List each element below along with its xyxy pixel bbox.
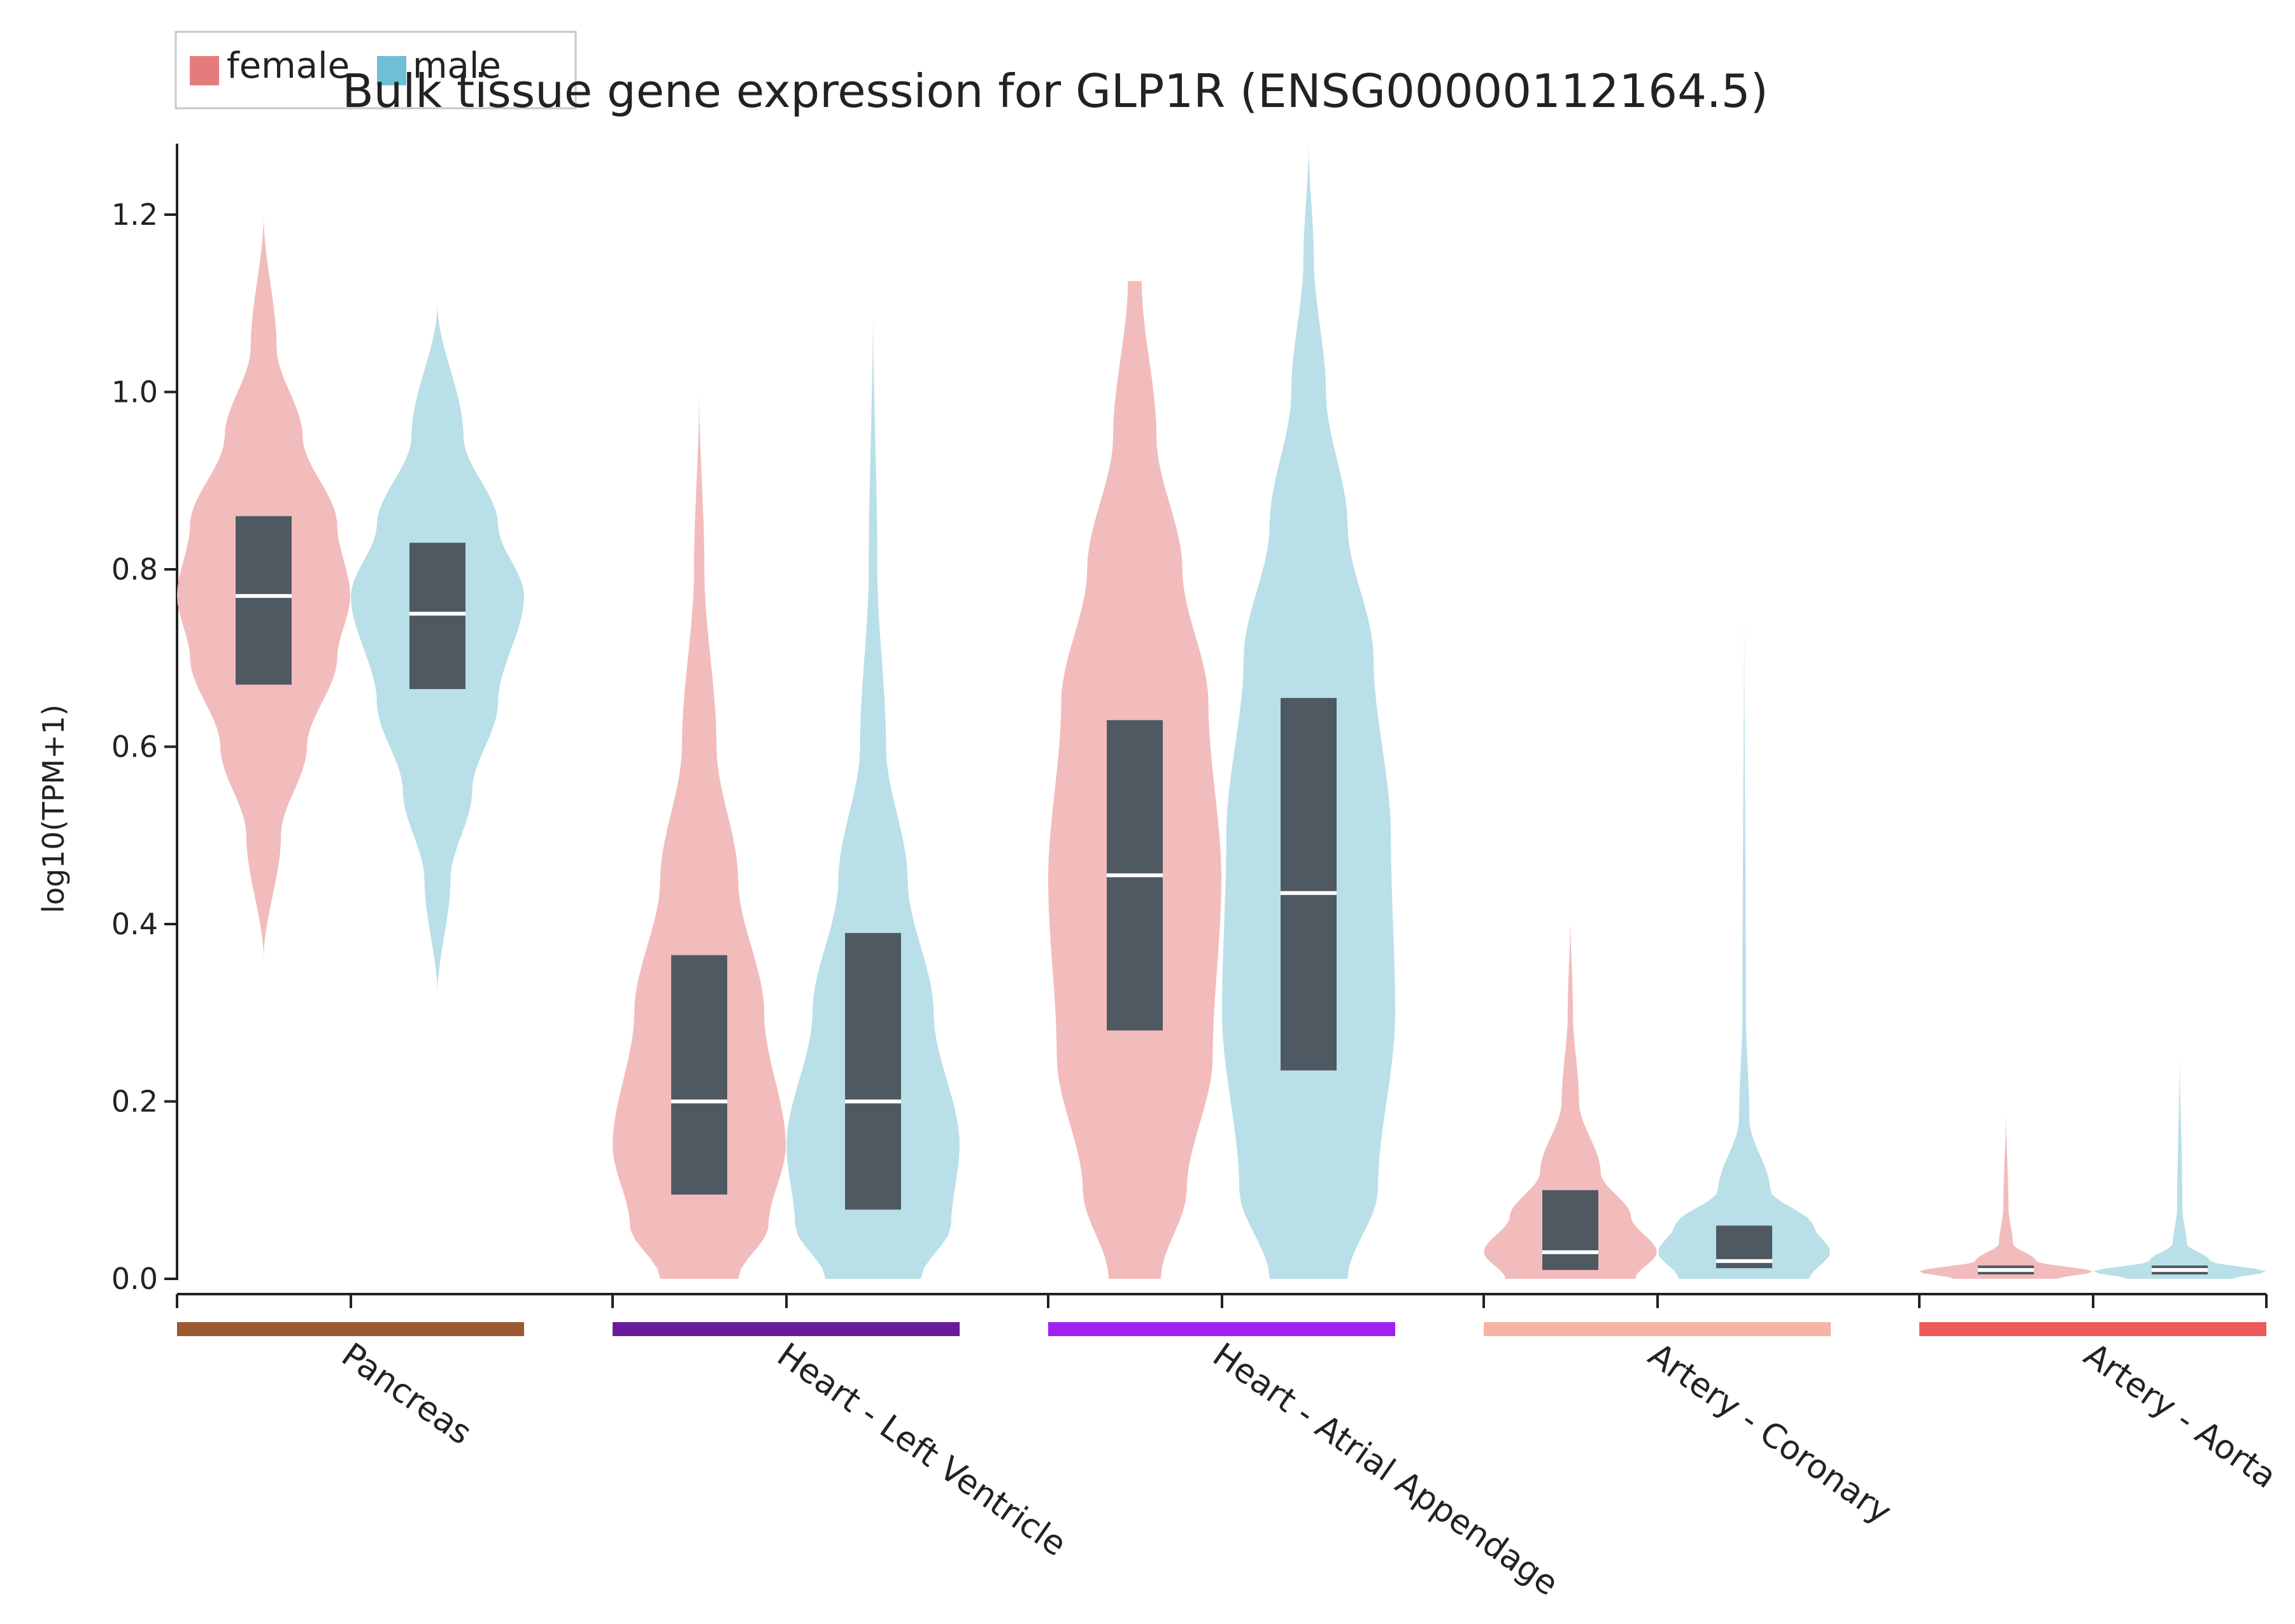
legend-label-male: male <box>413 45 501 87</box>
chart-title: Bulk tissue gene expression for GLP1R (E… <box>342 64 1768 118</box>
violin-female <box>1919 1110 2092 1279</box>
x-tick-label: Heart - Atrial Appendage <box>1206 1336 1565 1603</box>
y-tick-label: 0.2 <box>111 1085 158 1119</box>
legend: female male <box>174 31 577 110</box>
x-tick-label: Artery - Aorta <box>2077 1336 2284 1496</box>
violin-group <box>1048 143 1395 1279</box>
x-tick-label: Pancreas <box>335 1336 479 1452</box>
box-male <box>845 932 901 1210</box>
violin-male <box>2093 1048 2266 1279</box>
legend-swatch-male <box>377 56 406 85</box>
box-female <box>1542 1190 1598 1271</box>
y-tick-label: 1.0 <box>111 375 158 410</box>
x-tick-label: Heart - Left Ventricle <box>771 1336 1074 1563</box>
legend-swatch-female <box>190 56 219 85</box>
y-tick-label: 0.6 <box>111 730 158 764</box>
tissue-color-bar <box>1484 1322 1831 1336</box>
violin-group <box>177 215 524 995</box>
violin-male <box>1658 587 1830 1279</box>
box-female <box>671 955 727 1195</box>
legend-label-female: female <box>227 45 350 87</box>
violin-group <box>613 303 960 1279</box>
y-tick-label: 0.0 <box>111 1262 158 1296</box>
violin-female <box>613 392 786 1279</box>
violin-group <box>1484 587 1830 1279</box>
x-axis: Pancreas Heart - Left Ventricle Heart - At… <box>176 1293 2284 1604</box>
box-female <box>236 516 292 685</box>
box-male <box>409 543 465 689</box>
violin-female <box>1484 915 1657 1279</box>
legend-box <box>174 31 577 110</box>
tissue-color-bar <box>1048 1322 1395 1336</box>
y-tick-label: 0.8 <box>111 552 158 587</box>
y-axis-label: log10(TPM+1) <box>36 704 71 913</box>
x-tick-label: Artery - Coronary <box>1642 1336 1898 1532</box>
y-axis: 0.0 0.2 0.4 0.6 0.8 1.0 1.2 <box>111 143 178 1296</box>
tissue-color-bar <box>177 1322 524 1336</box>
y-tick-label: 0.4 <box>111 907 158 941</box>
tissue-color-bar <box>613 1322 960 1336</box>
violin-male <box>786 303 960 1279</box>
y-tick-label: 1.2 <box>111 197 158 232</box>
violins <box>177 143 2266 1279</box>
violin-group <box>1919 1048 2266 1279</box>
box-male <box>1281 697 1337 1071</box>
tissue-color-bar <box>1919 1322 2266 1336</box>
